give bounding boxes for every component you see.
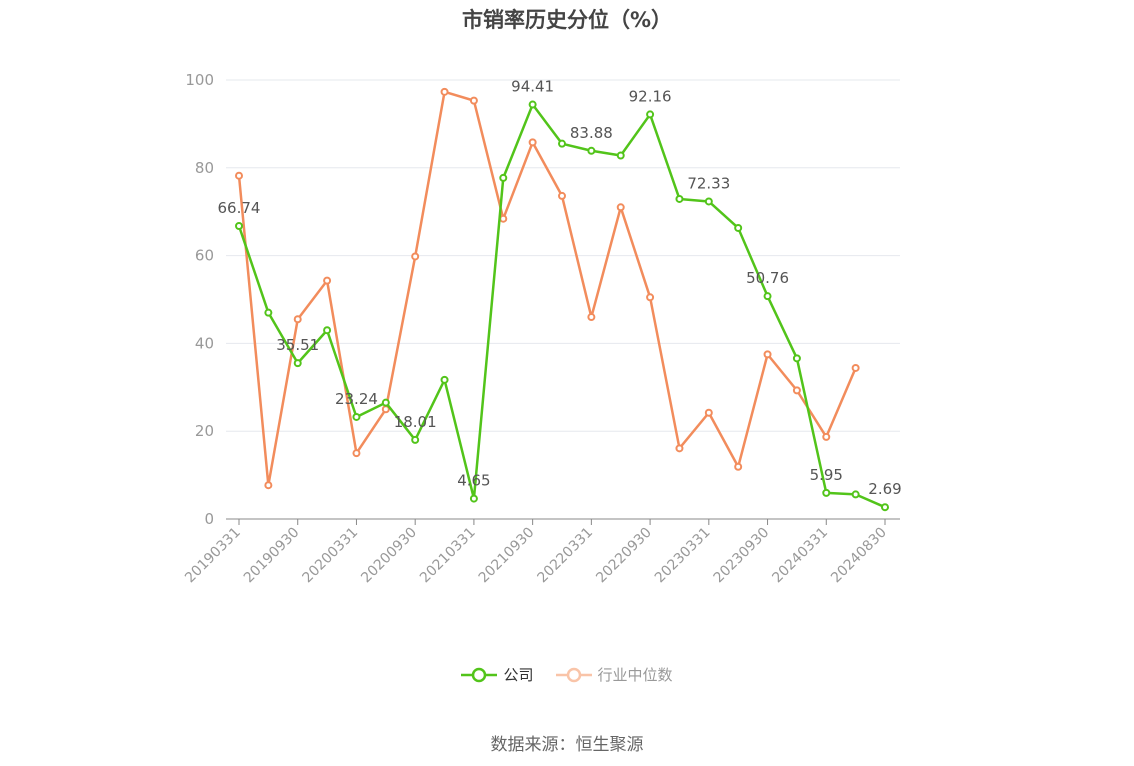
industry-point (587, 313, 596, 322)
legend-label-industry: 行业中位数 (597, 666, 673, 684)
company-point (411, 435, 420, 444)
data-label: 83.88 (570, 124, 613, 142)
legend-label-company: 公司 (503, 666, 534, 684)
legend-company-icon (461, 667, 498, 682)
company-point (235, 222, 243, 231)
company-point (734, 223, 743, 232)
company-point (822, 488, 831, 497)
x-tick-label: 20230930 (711, 525, 773, 587)
x-tick-label: 20190331 (182, 525, 244, 587)
y-tick-label: 40 (195, 334, 214, 352)
industry-point (293, 315, 302, 324)
x-tick-label: 20200930 (358, 525, 420, 587)
y-tick-label: 80 (195, 159, 214, 177)
company-point (440, 375, 449, 384)
company-point (528, 100, 537, 109)
x-tick-label: 20230331 (652, 525, 714, 587)
industry-point (704, 408, 713, 417)
x-tick-label: 20200331 (300, 525, 362, 587)
y-tick-label: 60 (195, 247, 214, 265)
y-tick-label: 100 (185, 71, 214, 89)
data-label: 18.01 (394, 413, 437, 431)
industry-point (558, 191, 566, 200)
industry-point (264, 481, 273, 490)
industry-point (323, 276, 332, 285)
data-labels: 66.74 35.51 23.24 18.01 4.65 94.41 83.88 92.16 7… (218, 78, 902, 499)
chart-title: 市销率历史分位（%） (461, 8, 673, 32)
industry-point (235, 171, 243, 180)
industry-point (734, 462, 743, 471)
data-label: 23.24 (335, 390, 378, 408)
x-tick-label: 20210930 (476, 525, 538, 587)
company-point (646, 110, 655, 119)
data-label: 94.41 (511, 78, 554, 96)
data-label: 5.95 (810, 466, 843, 484)
x-tick-label: 20240331 (769, 525, 831, 587)
industry-point (499, 214, 508, 223)
y-axis: 0 20 40 60 80 100 (185, 71, 214, 528)
x-tick-label: 20220331 (534, 525, 596, 587)
company-point (616, 151, 625, 160)
y-tick-label: 0 (204, 510, 214, 528)
company-point (381, 398, 390, 407)
industry-point (646, 293, 655, 302)
industry-point (352, 449, 361, 458)
data-source: 数据来源：恒生聚源 (490, 735, 644, 755)
company-point (792, 354, 801, 363)
series-group (235, 87, 889, 512)
x-tick-label: 20210331 (417, 525, 479, 587)
industry-point (616, 203, 625, 212)
data-label: 4.65 (457, 472, 490, 490)
company-point (323, 326, 332, 335)
company-point (763, 292, 772, 301)
industry-point (469, 96, 478, 105)
industry-point (675, 444, 684, 453)
legend-industry-icon (555, 667, 592, 682)
data-label: 66.74 (218, 199, 261, 217)
x-tick-label: 20220930 (593, 525, 655, 587)
company-point (293, 359, 302, 368)
y-tick-label: 20 (195, 422, 214, 440)
legend-item-company[interactable]: 公司 (461, 664, 534, 685)
industry-point (792, 386, 801, 395)
series-line-company (237, 103, 886, 509)
data-label: 2.69 (868, 480, 901, 498)
company-point (352, 412, 361, 421)
company-point (499, 173, 508, 182)
company-point (558, 139, 566, 148)
data-label: 72.33 (687, 174, 730, 192)
x-tick-label: 20240830 (828, 525, 890, 587)
data-label: 50.76 (746, 269, 789, 287)
company-point (587, 146, 596, 155)
grid-lines (226, 79, 900, 432)
industry-point (528, 138, 537, 147)
x-tick-label: 20190930 (241, 525, 303, 587)
legend-item-industry[interactable]: 行业中位数 (555, 664, 673, 685)
industry-point (851, 363, 860, 372)
company-point (704, 197, 713, 206)
company-point (264, 308, 273, 317)
industry-point (440, 87, 449, 96)
company-point (675, 194, 684, 203)
industry-point (411, 252, 420, 261)
industry-point (822, 432, 831, 441)
company-point (881, 503, 889, 512)
data-label: 92.16 (629, 87, 672, 105)
x-axis: 2019033120190930202003312020093020210331… (182, 518, 900, 587)
data-label: 35.51 (276, 336, 319, 354)
company-point (851, 490, 860, 499)
series-line-industry (237, 90, 857, 487)
legend: 公司 行业中位数 (0, 664, 1134, 685)
industry-point (763, 350, 772, 359)
company-point (469, 494, 478, 503)
